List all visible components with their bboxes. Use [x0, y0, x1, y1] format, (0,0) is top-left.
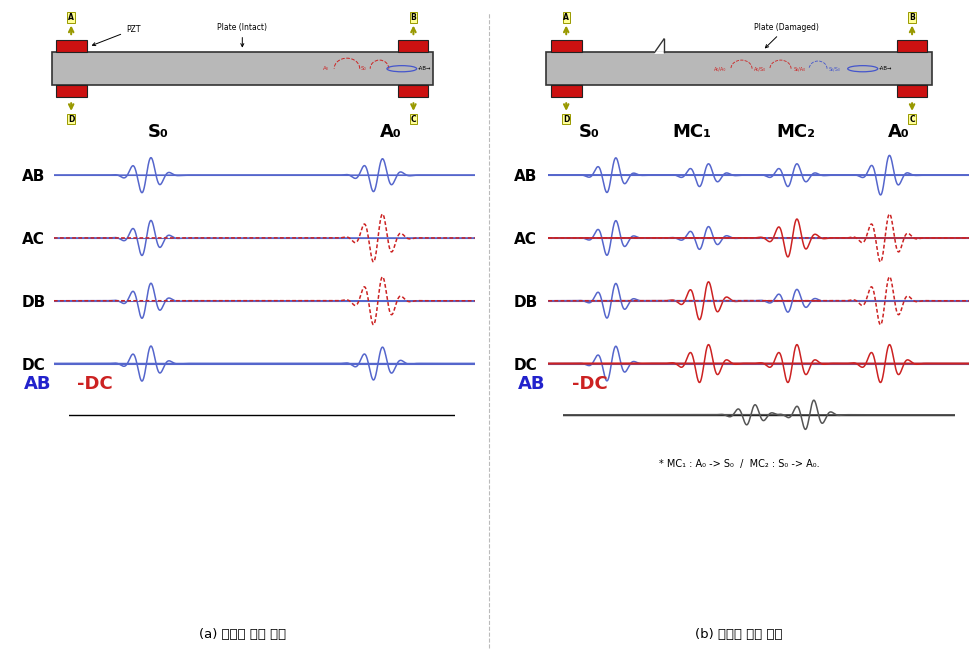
Bar [52, 52, 432, 85]
Text: PZT: PZT [92, 25, 141, 46]
Text: S₀/S₀: S₀/S₀ [827, 66, 840, 71]
Text: S₀: S₀ [360, 66, 366, 71]
Text: C: C [410, 115, 416, 124]
Bar [551, 40, 581, 52]
Bar [56, 40, 86, 52]
Text: C: C [909, 115, 914, 124]
Text: -AB→: -AB→ [878, 66, 892, 71]
Text: -DC: -DC [572, 375, 607, 393]
Text: S₀/A₀: S₀/A₀ [792, 66, 805, 71]
Text: -DC: -DC [77, 375, 112, 393]
Text: (b) 손상이 있는 경우: (b) 손상이 있는 경우 [694, 628, 782, 641]
Text: AB: AB [513, 169, 537, 184]
Bar [398, 40, 427, 52]
Text: DB: DB [513, 295, 538, 310]
Text: A₀/S₀: A₀/S₀ [753, 66, 766, 71]
Text: S₀: S₀ [148, 123, 169, 141]
Text: DC: DC [22, 358, 45, 373]
Text: AC: AC [513, 232, 536, 247]
Text: Plate (Damaged): Plate (Damaged) [753, 23, 818, 48]
Bar [896, 85, 926, 97]
Text: D: D [67, 115, 74, 124]
Text: S₀: S₀ [578, 123, 599, 141]
Text: A: A [68, 13, 74, 22]
Bar [56, 85, 86, 97]
Text: -AB→: -AB→ [418, 66, 431, 71]
Text: AB: AB [22, 169, 45, 184]
Text: AB: AB [517, 375, 545, 393]
Text: B: B [909, 13, 914, 22]
Text: B: B [410, 13, 416, 22]
Text: A₀: A₀ [323, 66, 329, 71]
Bar [896, 40, 926, 52]
Bar [546, 52, 931, 85]
Bar [551, 85, 581, 97]
Text: MC₁: MC₁ [672, 123, 711, 141]
Text: * MC₁ : A₀ -> S₀  /  MC₂ : S₀ -> A₀.: * MC₁ : A₀ -> S₀ / MC₂ : S₀ -> A₀. [658, 459, 819, 469]
Text: A₀: A₀ [887, 123, 909, 141]
Text: (a) 손상이 없는 경우: (a) 손상이 없는 경우 [199, 628, 286, 641]
Text: A₀/A₀: A₀/A₀ [713, 66, 726, 71]
Text: AC: AC [22, 232, 44, 247]
Bar [398, 85, 427, 97]
Text: D: D [562, 115, 569, 124]
Text: A₀: A₀ [379, 123, 402, 141]
Text: AB: AB [23, 375, 51, 393]
Text: DB: DB [22, 295, 46, 310]
Text: DC: DC [513, 358, 537, 373]
Text: Plate (Intact): Plate (Intact) [217, 23, 267, 47]
Text: A: A [562, 13, 568, 22]
Text: MC₂: MC₂ [776, 123, 815, 141]
